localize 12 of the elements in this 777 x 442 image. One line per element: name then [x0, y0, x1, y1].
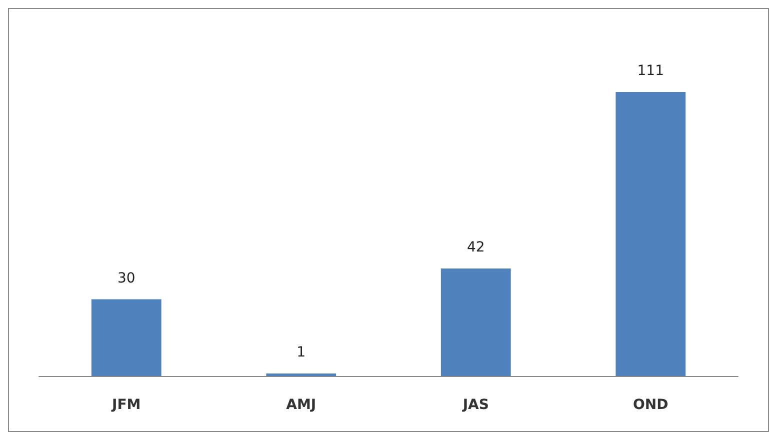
data-label: 30 [117, 270, 136, 286]
x-tick-label: AMJ [286, 397, 316, 413]
x-tick-label: JFM [111, 397, 141, 413]
bar [616, 92, 686, 376]
bar [91, 299, 162, 376]
data-label: 111 [637, 63, 664, 80]
x-tick-label: OND [633, 397, 668, 413]
data-label: 1 [296, 344, 306, 360]
bar [440, 268, 511, 376]
bar [266, 373, 336, 376]
data-label: 42 [466, 240, 485, 256]
x-tick-label: JAS [462, 397, 489, 413]
